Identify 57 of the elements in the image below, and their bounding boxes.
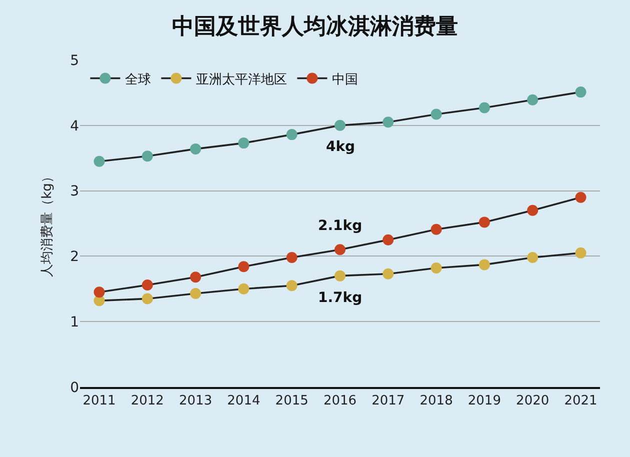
y-axis-title: 人均消费量（kg） xyxy=(40,170,56,277)
x-tick-label: 2021 xyxy=(564,394,598,409)
point xyxy=(238,261,250,272)
annotation: 4kg xyxy=(326,139,356,155)
point xyxy=(142,279,153,290)
y-tick-label: 5 xyxy=(70,52,79,69)
x-tick-label: 2015 xyxy=(275,394,308,409)
point xyxy=(527,204,538,216)
point xyxy=(190,143,202,154)
point xyxy=(382,268,394,280)
x-tick-label: 2014 xyxy=(227,394,260,409)
legend-label: 亚洲太平洋地区 xyxy=(196,72,288,88)
y-tick-label: 1 xyxy=(70,314,79,330)
y-tick-label: 2 xyxy=(70,249,79,266)
x-tick-label: 2017 xyxy=(372,394,405,409)
legend-label: 中国 xyxy=(332,72,358,88)
y-tick-label: 4 xyxy=(70,118,80,134)
point xyxy=(286,129,298,140)
point xyxy=(238,138,250,149)
point xyxy=(334,270,346,282)
legend-label: 全球 xyxy=(125,72,152,88)
point xyxy=(238,283,250,294)
y-tick-label: 3 xyxy=(70,184,79,200)
x-tick-label: 2020 xyxy=(516,394,550,409)
point xyxy=(575,192,586,203)
chart-title: 中国及世界人均冰淇淋消费量 xyxy=(172,14,458,40)
point xyxy=(382,116,394,128)
point xyxy=(478,216,490,228)
point xyxy=(190,288,202,299)
point xyxy=(430,224,442,235)
point xyxy=(575,86,586,98)
point xyxy=(478,102,490,114)
point xyxy=(527,252,538,264)
annotation: 2.1kg xyxy=(318,218,362,234)
point xyxy=(286,252,298,264)
point xyxy=(190,272,202,283)
point xyxy=(334,120,346,131)
x-tick-label: 2016 xyxy=(323,394,357,409)
x-tick-label: 2013 xyxy=(179,394,212,409)
x-tick-label: 2019 xyxy=(468,394,501,409)
point xyxy=(527,94,538,106)
point xyxy=(478,259,490,270)
point xyxy=(94,286,105,298)
point xyxy=(286,280,298,292)
point xyxy=(334,244,346,256)
point xyxy=(382,234,394,246)
point xyxy=(142,293,153,304)
point xyxy=(142,150,153,162)
x-tick-label: 2018 xyxy=(420,394,453,409)
annotation: 1.7kg xyxy=(318,290,362,306)
point xyxy=(430,262,442,274)
point xyxy=(430,108,442,120)
point xyxy=(94,156,105,167)
y-tick-label: 0 xyxy=(70,380,79,396)
x-tick-label: 2012 xyxy=(130,394,164,409)
point xyxy=(575,247,586,258)
x-tick-label: 2011 xyxy=(82,394,116,409)
